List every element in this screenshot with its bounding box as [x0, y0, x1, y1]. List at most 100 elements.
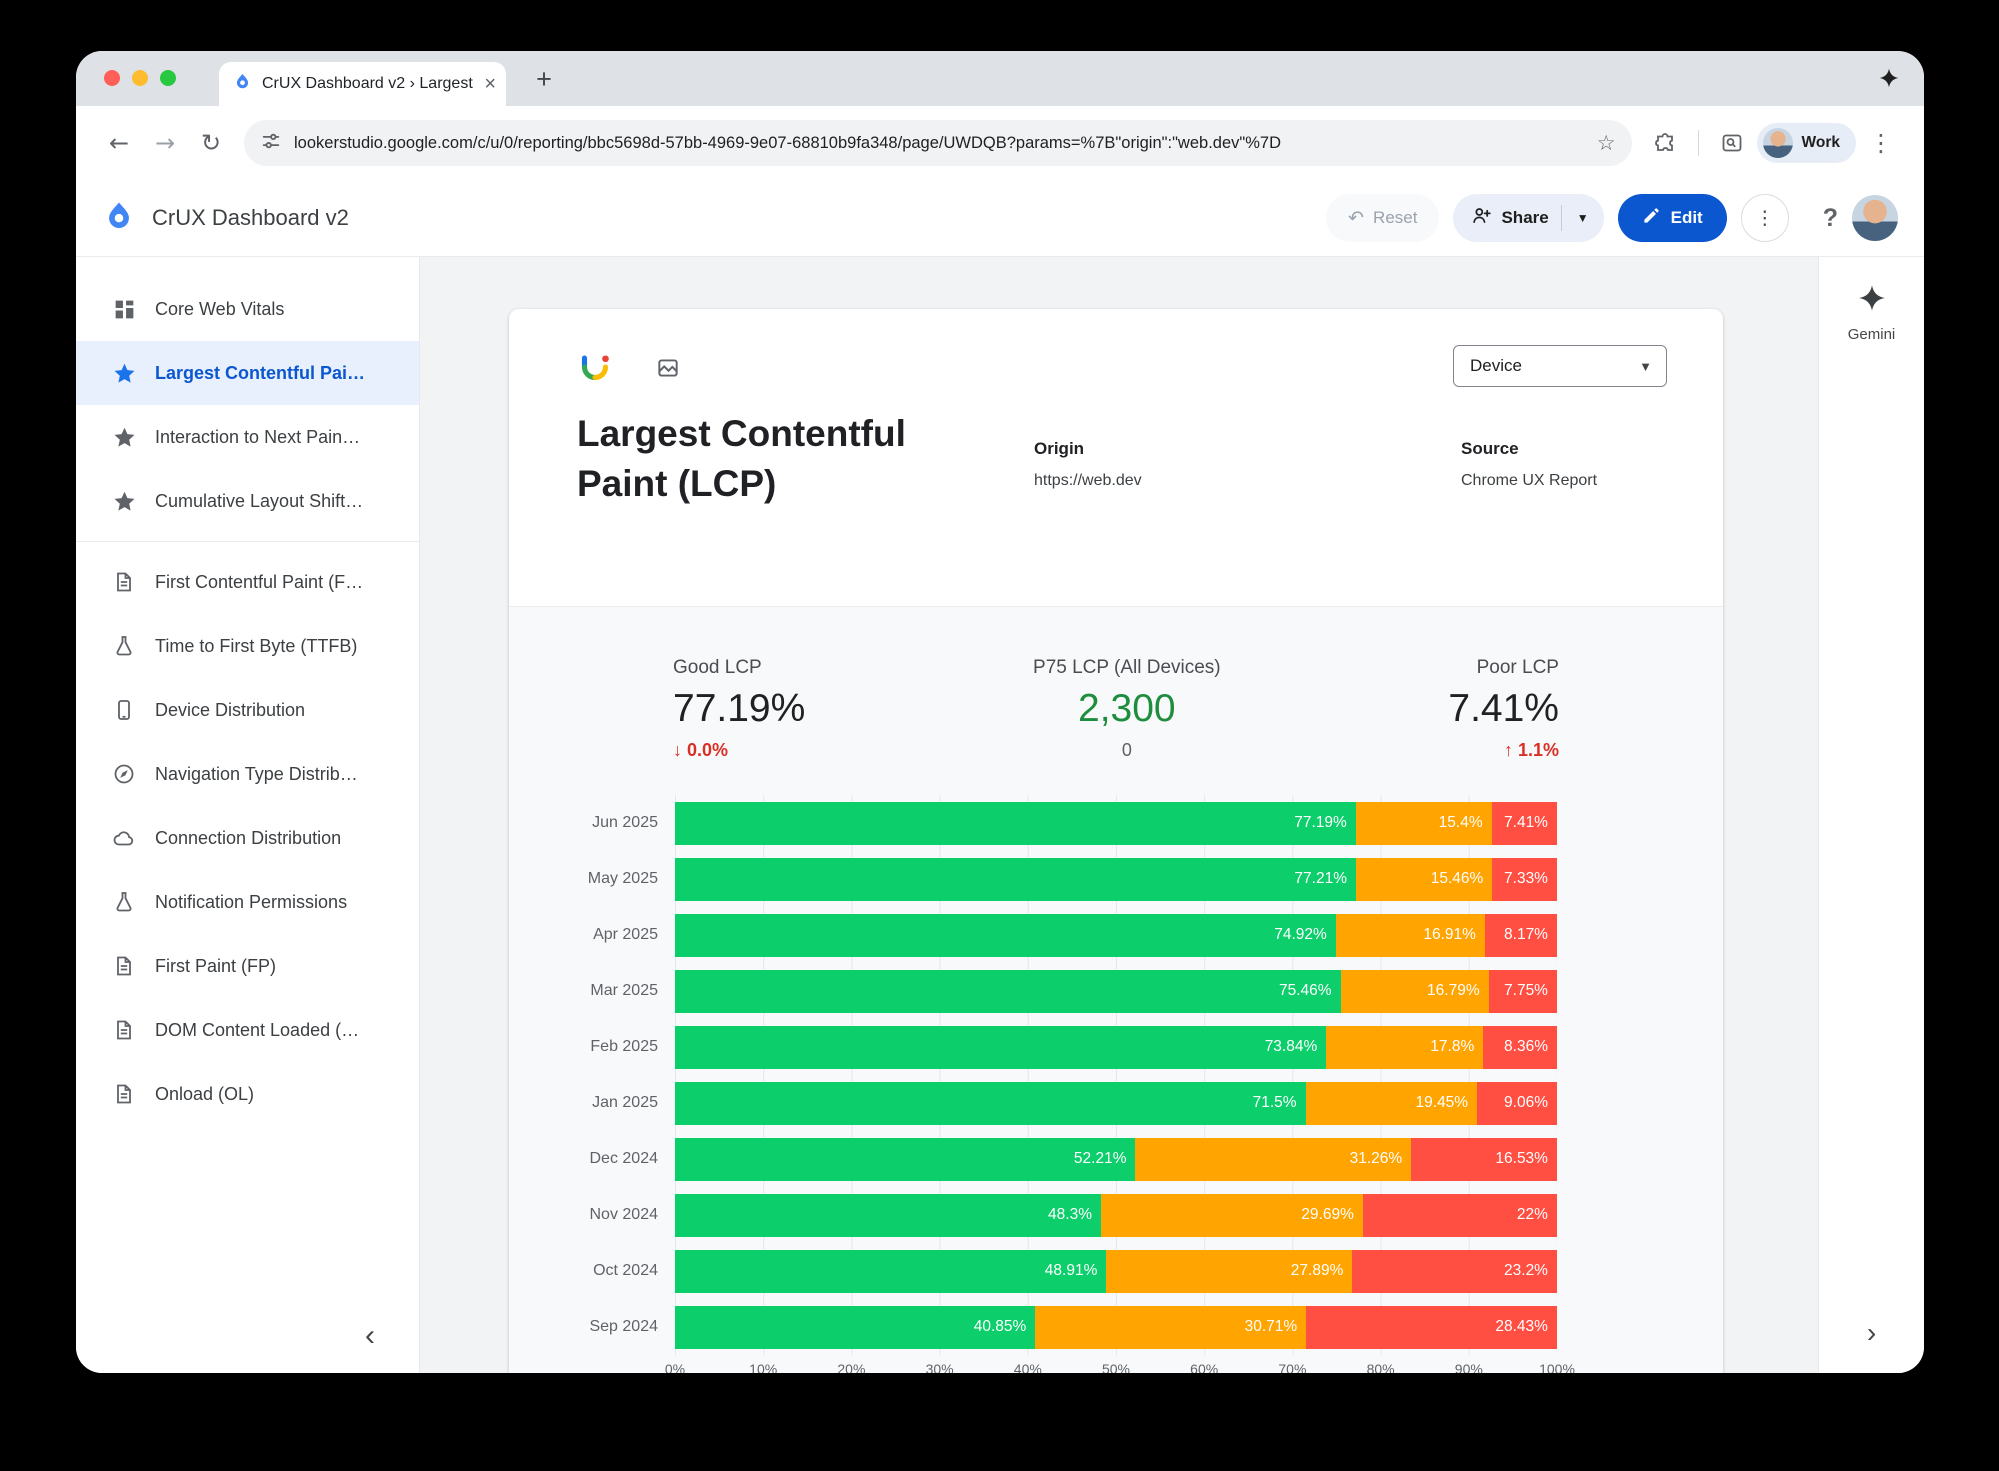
sidebar-item[interactable]: Navigation Type Distrib… — [76, 742, 419, 806]
reset-button[interactable]: ↶ Reset — [1326, 194, 1440, 242]
sidebar-item[interactable]: Cumulative Layout Shift… — [76, 469, 419, 533]
share-dropdown-caret[interactable]: ▼ — [1576, 211, 1589, 225]
sidebar-item[interactable]: Device Distribution — [76, 678, 419, 742]
bar-segment-poor[interactable]: 16.53% — [1411, 1137, 1557, 1181]
person-add-icon — [1471, 205, 1492, 231]
bar-segment-good[interactable]: 77.19% — [675, 801, 1356, 845]
chart-row: May 2025 77.21% 15.46% 7.33% — [509, 851, 1723, 907]
profile-chip[interactable]: Work — [1756, 123, 1856, 163]
bar-segment-needs-improvement[interactable]: 27.89% — [1106, 1249, 1353, 1293]
bar-segment-poor[interactable]: 8.17% — [1484, 913, 1557, 957]
sidebar-item[interactable]: DOM Content Loaded (… — [76, 998, 419, 1062]
search-side-panel-icon[interactable] — [1711, 122, 1753, 164]
bar-segment-good[interactable]: 40.85% — [675, 1305, 1036, 1349]
chart-category-label: Mar 2025 — [590, 982, 658, 999]
sidebar-item[interactable]: Core Web Vitals — [76, 277, 419, 341]
reset-label: Reset — [1373, 208, 1418, 227]
sidebar-collapse-chevron[interactable]: ‹ — [365, 1319, 375, 1352]
bar-segment-poor[interactable]: 22% — [1362, 1193, 1557, 1237]
scorecard-p75-lcp: P75 LCP (All Devices) 2,300 0 — [1033, 657, 1221, 761]
compass-icon — [110, 760, 138, 788]
bar-segment-poor[interactable]: 28.43% — [1306, 1305, 1557, 1349]
sidebar-item[interactable]: First Contentful Paint (F… — [76, 550, 419, 614]
chart-row: Jan 2025 71.5% 19.45% 9.06% — [509, 1075, 1723, 1131]
sidebar-item-label: DOM Content Loaded (… — [155, 1019, 360, 1040]
scorecard-delta-value: 0.0% — [687, 740, 729, 760]
bookmark-star-icon[interactable]: ☆ — [1596, 131, 1616, 155]
tab-strip: CrUX Dashboard v2 › Largest × + — [76, 51, 1924, 106]
bar-segment-needs-improvement[interactable]: 30.71% — [1035, 1305, 1307, 1349]
bar-segment-good[interactable]: 52.21% — [675, 1137, 1136, 1181]
bar-value-label: 27.89% — [1290, 1262, 1344, 1279]
rail-expand-chevron[interactable]: › — [1866, 1317, 1877, 1348]
bar-segment-good[interactable]: 48.91% — [675, 1249, 1107, 1293]
edit-button[interactable]: Edit — [1617, 194, 1727, 242]
bar-segment-good[interactable]: 48.3% — [675, 1193, 1101, 1237]
browser-window: CrUX Dashboard v2 › Largest × + ← → ↻ lo… — [76, 51, 1924, 1373]
bar-segment-good[interactable]: 75.46% — [675, 969, 1341, 1013]
sidebar-item[interactable]: Largest Contentful Pai… — [76, 341, 419, 405]
bar-segment-good[interactable]: 71.5% — [675, 1081, 1306, 1125]
window-minimize-button[interactable] — [132, 70, 148, 86]
chart-bar-stack: 40.85% 30.71% 28.43% — [675, 1305, 1557, 1349]
gemini-sparkle-icon[interactable] — [1857, 283, 1887, 318]
sidebar-item[interactable]: First Paint (FP) — [76, 934, 419, 998]
sidebar-item[interactable]: Connection Distribution — [76, 806, 419, 870]
source-block: Source Chrome UX Report — [1461, 439, 1597, 490]
bar-segment-needs-improvement[interactable]: 29.69% — [1101, 1193, 1363, 1237]
chart-bar-stack: 75.46% 16.79% 7.75% — [675, 969, 1557, 1013]
sidebar-item[interactable]: Interaction to Next Pain… — [76, 405, 419, 469]
tab-close-icon[interactable]: × — [484, 73, 496, 95]
sparkle-icon[interactable] — [1878, 67, 1900, 94]
site-settings-icon[interactable] — [260, 130, 282, 157]
chart-bar-stack: 77.21% 15.46% 7.33% — [675, 857, 1557, 901]
bar-value-label: 71.5% — [1252, 1094, 1297, 1111]
browser-menu-kebab-icon[interactable]: ⋮ — [1869, 129, 1893, 157]
bar-value-label: 73.84% — [1264, 1038, 1318, 1055]
gemini-rail: Gemini › — [1818, 257, 1924, 1373]
scorecards: Good LCP 77.19% ↓ 0.0% P75 LCP (All Devi… — [509, 607, 1723, 761]
bar-segment-needs-improvement[interactable]: 16.79% — [1340, 969, 1489, 1013]
bar-segment-good[interactable]: 74.92% — [675, 913, 1336, 957]
bar-segment-poor[interactable]: 23.2% — [1352, 1249, 1557, 1293]
bar-segment-needs-improvement[interactable]: 16.91% — [1335, 913, 1485, 957]
bar-segment-good[interactable]: 77.21% — [675, 857, 1356, 901]
sidebar-item[interactable]: Onload (OL) — [76, 1062, 419, 1126]
address-bar[interactable]: lookerstudio.google.com/c/u/0/reporting/… — [244, 120, 1632, 166]
forward-button[interactable]: → — [154, 129, 176, 157]
window-close-button[interactable] — [104, 70, 120, 86]
bar-segment-poor[interactable]: 7.33% — [1492, 857, 1557, 901]
scorecard-value: 2,300 — [1078, 687, 1176, 730]
account-avatar[interactable] — [1852, 195, 1898, 241]
bar-segment-poor[interactable]: 7.75% — [1488, 969, 1557, 1013]
x-axis-tick: 30% — [925, 1361, 954, 1373]
bar-value-label: 22% — [1516, 1206, 1548, 1223]
more-options-button[interactable]: ⋮ — [1740, 194, 1789, 242]
scorecard-good-lcp: Good LCP 77.19% ↓ 0.0% — [673, 657, 805, 761]
share-button[interactable]: Share ▼ — [1453, 194, 1604, 242]
bar-segment-good[interactable]: 73.84% — [675, 1025, 1327, 1069]
stacked-bar-chart: Jun 2025 77.19% 15.4% 7.41% May 2025 77.21% 15… — [509, 795, 1723, 1373]
extensions-puzzle-icon[interactable] — [1644, 122, 1686, 164]
browser-tab[interactable]: CrUX Dashboard v2 › Largest × — [219, 62, 506, 106]
back-button[interactable]: ← — [108, 129, 130, 157]
url-text: lookerstudio.google.com/c/u/0/reporting/… — [294, 133, 1282, 152]
bar-segment-needs-improvement[interactable]: 17.8% — [1326, 1025, 1484, 1069]
help-icon[interactable]: ? — [1822, 203, 1838, 232]
bar-segment-poor[interactable]: 9.06% — [1477, 1081, 1557, 1125]
bar-segment-needs-improvement[interactable]: 15.46% — [1355, 857, 1493, 901]
bar-segment-poor[interactable]: 8.36% — [1483, 1025, 1557, 1069]
reload-button[interactable]: ↻ — [200, 129, 222, 157]
chart-bar-stack: 48.91% 27.89% 23.2% — [675, 1249, 1557, 1293]
sidebar-item[interactable]: Time to First Byte (TTFB) — [76, 614, 419, 678]
new-tab-button[interactable]: + — [536, 63, 552, 94]
bar-segment-poor[interactable]: 7.41% — [1491, 801, 1557, 845]
window-zoom-button[interactable] — [160, 70, 176, 86]
device-filter-dropdown[interactable]: Device ▼ — [1453, 345, 1667, 387]
chart-row: Jun 2025 77.19% 15.4% 7.41% — [509, 795, 1723, 851]
bar-segment-needs-improvement[interactable]: 15.4% — [1355, 801, 1492, 845]
sidebar-item[interactable]: Notification Permissions — [76, 870, 419, 934]
bar-segment-needs-improvement[interactable]: 31.26% — [1135, 1137, 1412, 1181]
bar-segment-needs-improvement[interactable]: 19.45% — [1305, 1081, 1478, 1125]
